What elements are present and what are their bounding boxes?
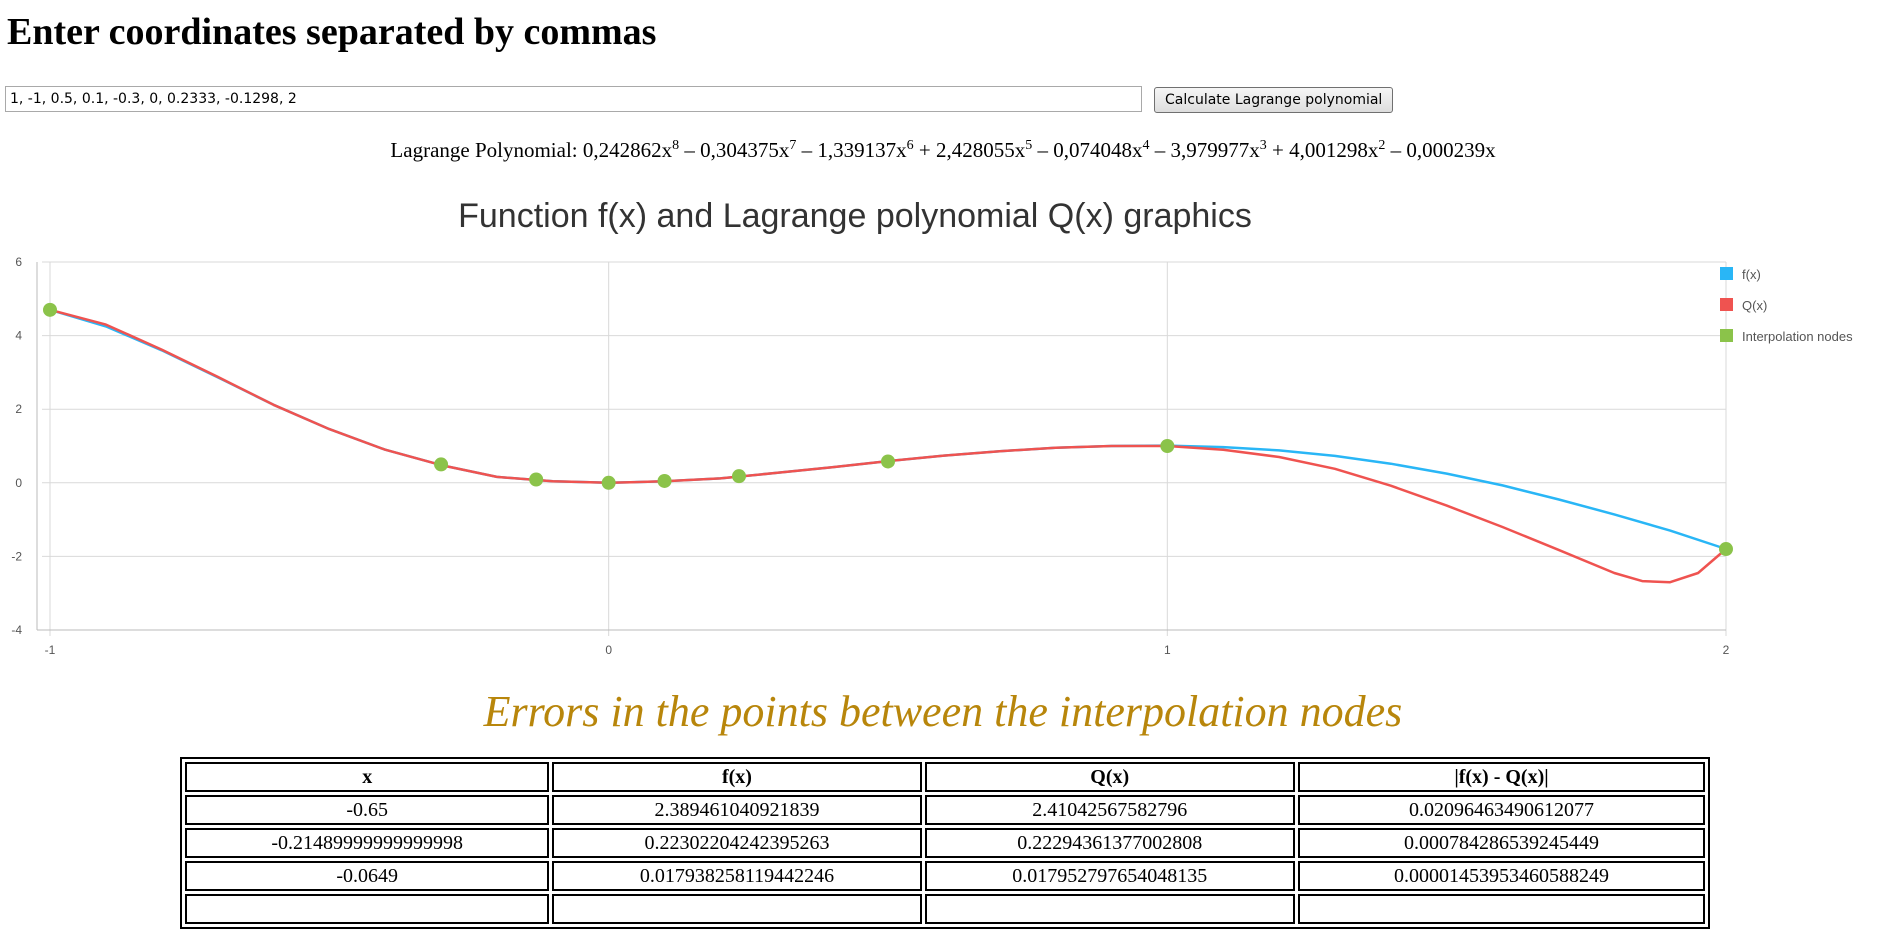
table-cell: 0.000784286539245449 bbox=[1297, 828, 1705, 858]
interpolation-node-point bbox=[434, 457, 449, 472]
y-tick-label: 4 bbox=[15, 329, 22, 343]
polynomial-term: – 1,339137x bbox=[796, 138, 907, 162]
table-cell: 0.02096463490612077 bbox=[1297, 795, 1705, 825]
table-cell: 2.41042567582796 bbox=[924, 795, 1295, 825]
table-header-cell: |f(x) - Q(x)| bbox=[1297, 762, 1705, 792]
interpolation-node-point bbox=[1160, 439, 1175, 453]
fx-series-line bbox=[49, 308, 1727, 551]
legend-label: Q(x) bbox=[1742, 298, 1767, 313]
interpolation-node-point bbox=[43, 302, 57, 317]
polynomial-term: – 0,304375x bbox=[679, 138, 790, 162]
polynomial-label: Lagrange Polynomial: bbox=[390, 138, 583, 162]
table-cell: -0.65 bbox=[185, 795, 550, 825]
polynomial-exponent: 3 bbox=[1259, 138, 1267, 153]
interpolation-node-point bbox=[1719, 542, 1733, 557]
y-tick-label: 0 bbox=[15, 476, 22, 490]
table-cell: 2.389461040921839 bbox=[552, 795, 922, 825]
x-tick-label: -1 bbox=[45, 643, 56, 657]
table-cell: 0.00001453953460588249 bbox=[1297, 861, 1705, 891]
table-row: -0.65 2.389461040921839 2.41042567582796 0.… bbox=[185, 795, 1705, 825]
coordinates-input[interactable] bbox=[5, 86, 1142, 112]
errors-table-header: x f(x) Q(x) |f(x) - Q(x)| bbox=[185, 762, 1705, 792]
interpolation-node-point bbox=[881, 454, 895, 469]
table-cell: -0.21489999999999998 bbox=[185, 828, 550, 858]
errors-table: x f(x) Q(x) |f(x) - Q(x)| -0.65 2.3894610409… bbox=[180, 757, 1710, 929]
interpolation-node-point bbox=[657, 473, 672, 488]
calculate-lagrange-button[interactable]: Calculate Lagrange polynomial bbox=[1154, 87, 1394, 113]
y-tick-label: -4 bbox=[11, 623, 22, 637]
table-cell: 0.017938258119442246 bbox=[552, 861, 922, 891]
page-heading: Enter coordinates separated by commas bbox=[7, 11, 657, 53]
polynomial-exponent: 2 bbox=[1378, 138, 1386, 153]
y-tick-label: 6 bbox=[15, 255, 22, 269]
qx-series-line bbox=[49, 308, 1727, 584]
table-header-cell: Q(x) bbox=[924, 762, 1295, 792]
polynomial-term: – 3,979977x bbox=[1149, 138, 1260, 162]
table-row: -0.21489999999999998 0.22302204242395263 0… bbox=[185, 828, 1705, 858]
legend-label: f(x) bbox=[1742, 267, 1761, 282]
polynomial-term: + 2,428055x bbox=[913, 138, 1026, 162]
legend-label: Interpolation nodes bbox=[1742, 329, 1853, 344]
polynomial-exponent: 6 bbox=[906, 138, 914, 153]
errors-title: Errors in the points between the interpo… bbox=[483, 687, 1403, 736]
x-tick-label: 2 bbox=[1723, 643, 1730, 657]
interpolation-node-point bbox=[601, 475, 616, 490]
polynomial-terms: 0,242862x8 – 0,304375x7 – 1,339137x6 + 2… bbox=[583, 138, 1496, 162]
polynomial-term: – 0,000239x bbox=[1385, 138, 1496, 162]
table-row: -0.0649 0.017938258119442246 0.01795279765… bbox=[185, 861, 1705, 891]
lagrange-polynomial-text: Lagrange Polynomial: 0,242862x8 – 0,3043… bbox=[0, 138, 1886, 163]
table-cell: -0.0649 bbox=[185, 861, 550, 891]
polynomial-exponent: 5 bbox=[1025, 138, 1033, 153]
interpolation-node-point bbox=[732, 469, 747, 484]
table-cell: 0.22294361377002808 bbox=[924, 828, 1295, 858]
table-cell: 0.22302204242395263 bbox=[552, 828, 922, 858]
lagrange-chart: Function f(x) and Lagrange polynomial Q(… bbox=[11, 197, 1853, 657]
polynomial-term: 0,242862x bbox=[582, 138, 673, 162]
interpolation-node-point bbox=[529, 472, 544, 487]
table-header-cell: f(x) bbox=[552, 762, 922, 792]
polynomial-term: + 4,001298x bbox=[1266, 138, 1379, 162]
legend-swatch bbox=[1720, 267, 1733, 280]
y-tick-label: -2 bbox=[11, 549, 22, 563]
table-header-cell: x bbox=[185, 762, 550, 792]
polynomial-exponent: 4 bbox=[1142, 138, 1150, 153]
polynomial-term: – 0,074048x bbox=[1032, 138, 1143, 162]
chart-title: Function f(x) and Lagrange polynomial Q(… bbox=[458, 197, 1252, 235]
x-tick-label: 0 bbox=[605, 643, 612, 657]
x-tick-label: 1 bbox=[1164, 643, 1171, 657]
y-tick-label: 2 bbox=[15, 402, 22, 416]
polynomial-exponent: 8 bbox=[672, 138, 680, 153]
polynomial-exponent: 7 bbox=[789, 138, 797, 153]
legend-swatch bbox=[1720, 329, 1733, 342]
legend-swatch bbox=[1720, 298, 1733, 311]
table-cell: 0.017952797654048135 bbox=[924, 861, 1295, 891]
